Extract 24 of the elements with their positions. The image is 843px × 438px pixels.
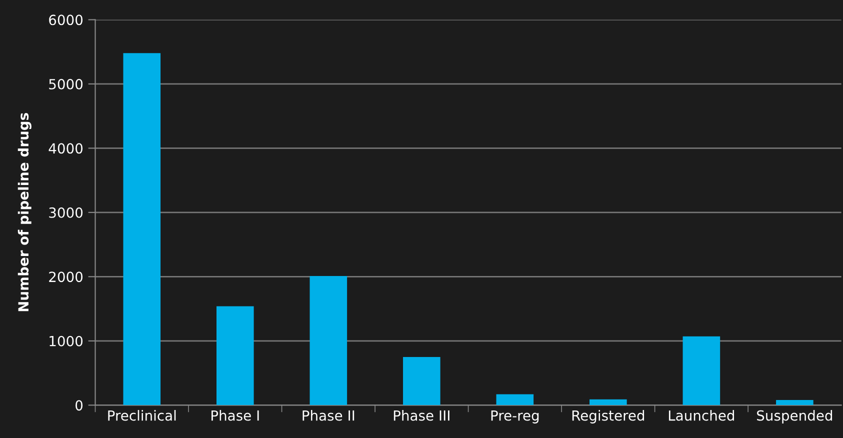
- bar: [682, 336, 720, 406]
- bar: [123, 53, 161, 406]
- y-tick-label: 2000: [49, 272, 83, 282]
- x-tick-label: Phase III: [394, 410, 450, 421]
- y-tick-label: 3000: [49, 207, 83, 218]
- x-tick-label: Suspended: [757, 410, 832, 424]
- x-tick-label: Phase II: [302, 410, 354, 421]
- x-tick-label: Pre-reg: [491, 410, 539, 424]
- y-tick-label: 4000: [48, 143, 83, 154]
- y-tick-label: 6000: [49, 14, 83, 26]
- y-tick-label: 5000: [49, 78, 83, 90]
- y-axis-title: Number of pipeline drugs: [18, 113, 32, 312]
- y-tick-label: 1000: [50, 336, 83, 346]
- bar: [403, 356, 440, 406]
- bar: [216, 306, 254, 406]
- bar: [776, 400, 814, 406]
- bar: [496, 394, 534, 406]
- y-tick-label: 0: [76, 400, 83, 411]
- x-tick-label: Registered: [572, 410, 644, 424]
- x-tick-label: Preclinical: [108, 410, 176, 421]
- x-tick-label: Phase I: [212, 410, 259, 421]
- x-tick-label: Launched: [668, 410, 734, 421]
- bar: [310, 276, 348, 406]
- bar: [590, 399, 627, 406]
